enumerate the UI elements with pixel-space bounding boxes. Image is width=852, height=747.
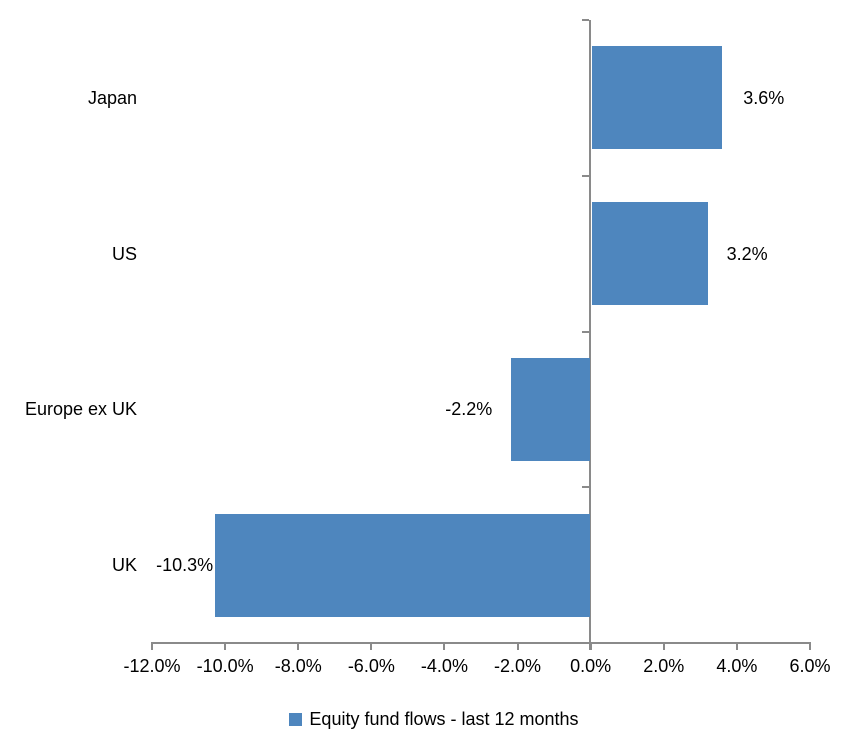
x-axis-tick	[809, 643, 811, 650]
category-label: Europe ex UK	[24, 399, 137, 420]
x-tick-label: -6.0%	[347, 656, 395, 676]
legend-label: Equity fund flows - last 12 months	[309, 709, 579, 729]
bar-us	[592, 202, 708, 306]
value-label: -10.3%	[156, 555, 214, 576]
x-axis-tick	[662, 643, 665, 650]
y-axis-tick	[582, 642, 590, 644]
category-label: US	[111, 243, 137, 264]
x-axis-tick	[516, 643, 519, 650]
x-axis-tick	[443, 643, 446, 650]
x-tick-label: 0.0%	[570, 656, 612, 676]
value-label: 3.6%	[743, 87, 785, 108]
x-axis-tick	[589, 643, 592, 650]
x-axis-tick	[151, 643, 153, 650]
x-tick-label: 4.0%	[716, 656, 758, 676]
x-axis-tick	[224, 643, 227, 650]
x-tick-label: -12.0%	[123, 656, 181, 676]
y-axis-tick	[582, 174, 590, 177]
x-axis-line	[151, 642, 811, 644]
legend-swatch-icon	[289, 712, 303, 726]
value-label: -2.2%	[445, 399, 493, 420]
bar-japan	[592, 46, 723, 150]
x-axis-tick	[297, 643, 300, 650]
y-axis-tick	[582, 330, 590, 333]
category-label: Japan	[87, 87, 137, 108]
legend: Equity fund flows - last 12 months	[8, 705, 852, 733]
x-tick-label: 6.0%	[789, 656, 831, 676]
x-tick-label: 2.0%	[643, 656, 685, 676]
bar-uk	[214, 513, 590, 617]
x-tick-label: -10.0%	[196, 656, 254, 676]
x-axis-tick	[735, 643, 738, 650]
y-axis-line	[589, 20, 592, 650]
value-label: 3.2%	[726, 243, 768, 264]
x-axis-tick	[370, 643, 373, 650]
y-axis-tick	[582, 486, 590, 489]
y-axis-tick	[582, 19, 590, 21]
category-label: UK	[111, 555, 137, 576]
x-tick-label: -2.0%	[494, 656, 542, 676]
bar-europe-ex-uk	[510, 357, 590, 461]
x-tick-label: -4.0%	[420, 656, 468, 676]
x-tick-label: -8.0%	[274, 656, 322, 676]
